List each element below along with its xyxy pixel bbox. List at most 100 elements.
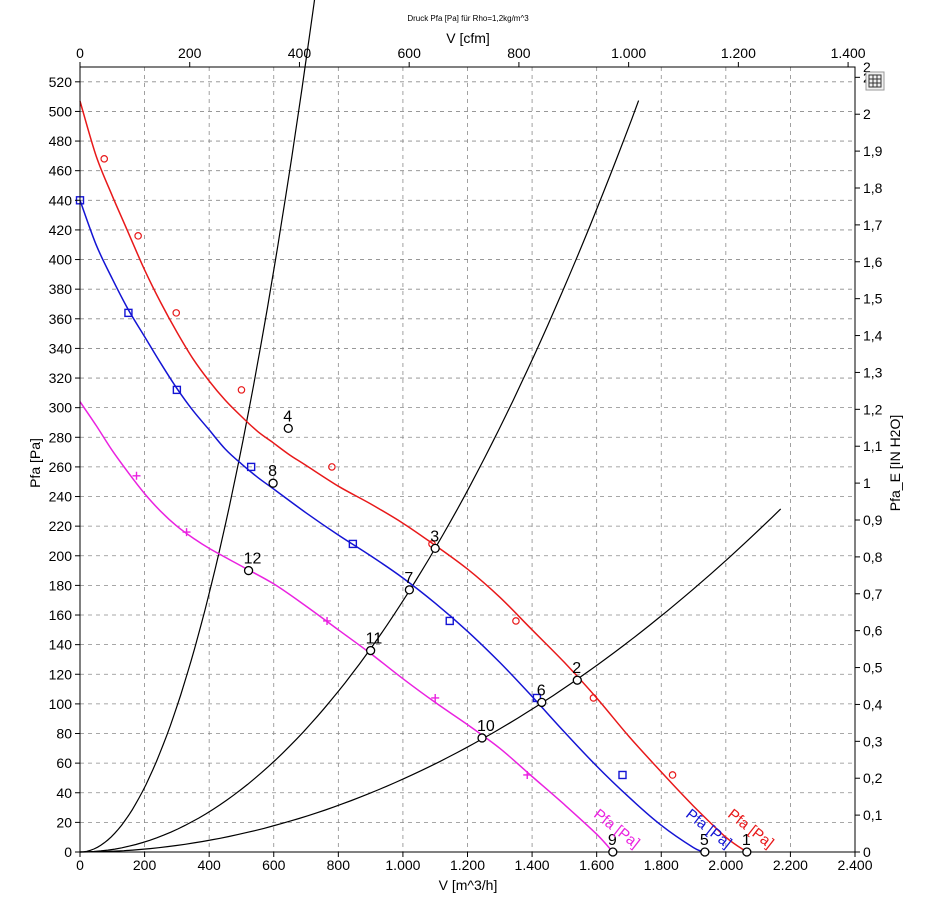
data-marker-circle [237,386,246,394]
operating-point-label-10: 10 [477,718,495,735]
x-tick-label: 600 [262,857,286,873]
operating-point-1 [742,847,752,857]
operating-point-label-8: 8 [268,463,277,480]
data-marker-square [348,539,358,549]
grid-zoom-icon[interactable] [865,71,885,91]
x-tick-label: 0 [76,857,84,873]
y-axis-title: Pfa [Pa] [27,438,43,488]
operating-point-label-12: 12 [244,551,262,568]
y-tick-label: 300 [49,400,73,416]
y2-tick-label: 0,5 [863,660,883,676]
y2-tick-label: 0,7 [863,586,883,602]
system-curve-A [79,0,316,853]
y2-tick-label: 1,4 [863,328,883,344]
y-tick-label: 120 [49,666,73,682]
data-marker-circle [134,232,142,240]
y-tick-label: 160 [49,607,73,623]
x2-tick-label: 200 [178,45,202,61]
y-tick-label: 80 [56,726,72,742]
y2-tick-label: 0 [863,844,871,860]
system-curves [79,0,782,853]
y-tick-label: 420 [49,222,73,238]
operating-point-label-9: 9 [608,832,617,849]
y-tick-label: 0 [64,844,72,860]
y-tick-label: 140 [49,637,73,653]
y-tick-label: 40 [56,785,72,801]
operating-point-label-3: 3 [430,528,439,545]
y-tick-label: 220 [49,518,73,534]
operating-point-label-4: 4 [283,408,292,425]
y2-tick-label: 1,9 [863,143,883,159]
system-curve-B [79,100,640,853]
axes: 0 200 400 600 800 1.000 1.200 1.400 1.600 1.800 2.… [49,45,883,873]
y-tick-label: 280 [49,429,73,445]
y2-tick-label: 1,7 [863,217,883,233]
y2-axis-title: Pfa_E [IN H2O] [887,415,903,511]
y-tick-label: 60 [56,755,72,771]
fan-curve-1 [79,100,748,853]
x2-tick-label: 800 [507,45,531,61]
data-marker-circle [100,155,109,163]
y2-tick-label: 0,9 [863,512,883,528]
data-marker-square [172,385,182,395]
operating-point-4 [283,423,293,434]
fan-curve-3 [79,401,614,853]
fan-curves [75,100,748,853]
operating-point-10 [477,733,487,743]
x-tick-label: 1.000 [385,857,420,873]
operating-point-label-7: 7 [404,570,413,587]
x2-tick-label: 400 [288,45,312,61]
y-tick-label: 340 [49,340,73,356]
y2-tick-label: 1,3 [863,364,883,380]
x2-tick-label: 1.200 [721,45,756,61]
y2-tick-label: 1,1 [863,438,883,454]
data-marker-circle [172,309,181,317]
y2-tick-label: 0,8 [863,549,883,565]
x-tick-label: 400 [197,857,221,873]
operating-point-6 [537,697,547,708]
y-tick-label: 260 [49,459,73,475]
data-marker-plus [323,616,332,625]
x-tick-label: 2.400 [837,857,872,873]
y2-tick-label: 1 [863,475,871,491]
y-tick-label: 520 [49,74,73,90]
y-tick-label: 400 [49,252,73,268]
y-tick-label: 380 [49,281,73,297]
data-marker-circle [512,617,520,625]
data-marker-circle [328,463,336,471]
operating-point-7 [404,585,415,595]
operating-point-label-2: 2 [572,660,581,677]
operating-point-12 [243,565,254,576]
x2-axis-title: V [cfm] [446,30,490,46]
x2-tick-label: 1.400 [831,45,866,61]
y2-tick-label: 0,1 [863,807,883,823]
y2-tick-label: 0,4 [863,696,883,712]
y-tick-label: 20 [56,814,72,830]
data-marker-square [618,770,627,780]
x-tick-label: 200 [133,857,157,873]
y-tick-label: 100 [49,696,73,712]
y-tick-label: 320 [49,370,73,386]
x2-tick-label: 0 [76,45,84,61]
data-marker-square [445,616,454,626]
x2-tick-label: 1.000 [611,45,646,61]
data-marker-plus [132,471,141,480]
grid-lines [80,67,855,852]
operating-point-3 [430,543,440,554]
y2-tick-label: 1,2 [863,401,883,417]
data-marker-circle [668,771,677,779]
y-tick-label: 440 [49,192,73,208]
operating-point-label-1: 1 [742,832,751,849]
y-tick-label: 360 [49,311,73,327]
y-tick-label: 480 [49,133,73,149]
operating-point-11 [365,645,376,656]
y2-tick-label: 0,2 [863,770,883,786]
data-marker-square [124,308,133,318]
y2-tick-label: 0,6 [863,623,883,639]
y2-tick-label: 1,5 [863,291,883,307]
operating-point-label-6: 6 [537,682,546,699]
operating-point-9 [608,847,618,857]
x-tick-label: 2.200 [773,857,808,873]
y-tick-label: 200 [49,548,73,564]
